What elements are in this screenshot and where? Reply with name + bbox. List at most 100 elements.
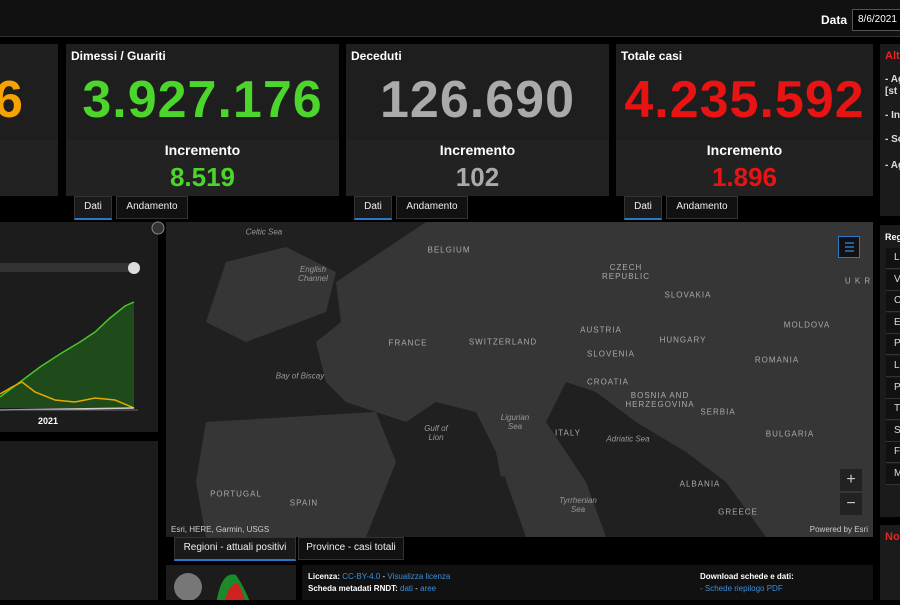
map-base	[196, 222, 873, 537]
panel	[0, 441, 158, 600]
map-label: CZECH REPUBLIC	[601, 263, 650, 281]
map[interactable]: Celtic Sea English Channel BELGIUM CZECH RE…	[166, 222, 873, 537]
region-item[interactable]: F	[886, 442, 900, 464]
map-label: Bay of Biscay	[275, 371, 325, 381]
line	[0, 381, 135, 409]
card-value: 4.235.592	[624, 71, 865, 129]
card-tab[interactable]: Andamento	[116, 196, 188, 219]
map-label: ALBANIA	[679, 479, 721, 489]
map-label: Celtic Sea	[245, 227, 283, 237]
region-item[interactable]: L	[886, 248, 900, 269]
card: Dimessi / Guariti 3.927.176 Incremento 8.51…	[66, 44, 339, 196]
chart-panel: 2021	[0, 222, 158, 432]
region-item[interactable]: M	[886, 464, 900, 485]
zoom-in[interactable]: +	[840, 469, 862, 491]
map-tab[interactable]: Province - casi totali	[298, 537, 404, 560]
attribution: Esri, HERE, Garmin, USGS	[171, 525, 270, 534]
card-value: 6	[0, 71, 24, 129]
map-label: BOSNIA AND HERZEGOVINA	[625, 391, 695, 409]
region-item[interactable]: S	[886, 420, 900, 442]
region-item[interactable]: P	[886, 334, 900, 356]
download-link[interactable]: - Schede riepilogo PDF	[700, 584, 783, 593]
region-item[interactable]: T	[886, 399, 900, 421]
separator: -	[415, 584, 418, 593]
map-label: Adriatic Sea	[606, 434, 650, 444]
legend-button[interactable]	[838, 236, 860, 258]
increment-label: Incremento	[164, 142, 241, 158]
regions-title: Reg	[885, 232, 900, 242]
license-link[interactable]: Visualizza licenza	[387, 572, 451, 581]
map-label: English Channel	[298, 265, 328, 283]
map-label: ITALY	[554, 428, 582, 438]
card-tab[interactable]: Dati	[624, 196, 662, 220]
map-label: HUNGARY	[659, 335, 707, 345]
card-tab[interactable]: Dati	[74, 196, 112, 220]
map-label: BULGARIA	[765, 429, 815, 439]
download-label: Download schede e dati:	[700, 572, 794, 581]
map-label: Tyrrhenian Sea	[559, 496, 597, 514]
map-label: PORTUGAL	[210, 489, 262, 499]
card: 6	[0, 44, 58, 196]
increment-label: Incremento	[439, 142, 516, 158]
map-tab[interactable]: Regioni - attuali positivi	[174, 537, 296, 561]
slider[interactable]	[0, 263, 138, 272]
line	[0, 301, 135, 398]
date-input[interactable]: 8/6/2021	[852, 9, 900, 31]
x-label: 2021	[38, 416, 59, 426]
expand-icon[interactable]	[151, 221, 165, 235]
side-item: - Ag	[885, 74, 900, 85]
map-label: MOLDOVA	[783, 320, 831, 330]
card-value: 126.690	[380, 71, 575, 129]
map-label: BELGIUM	[427, 245, 471, 255]
metadata-link[interactable]: dati	[400, 584, 413, 593]
map-label: SERBIA	[700, 407, 736, 417]
card-tab[interactable]: Andamento	[396, 196, 468, 219]
zoom-out[interactable]: −	[840, 493, 862, 515]
card-value: 3.927.176	[82, 71, 323, 129]
map-label: CROATIA	[587, 377, 629, 387]
region-item[interactable]: P	[886, 377, 900, 399]
license-link[interactable]: CC-BY-4.0	[342, 572, 381, 581]
increment: 1.896	[711, 162, 778, 192]
side-item: - In	[885, 110, 900, 121]
slider-handle[interactable]	[128, 262, 140, 274]
card-tab[interactable]: Andamento	[666, 196, 738, 219]
area	[0, 302, 134, 408]
separator: -	[382, 572, 386, 581]
card-title: Totale casi	[621, 49, 683, 63]
metadata-link[interactable]: aree	[420, 584, 437, 593]
side-item: - Ag	[885, 160, 900, 171]
top-bar	[0, 0, 900, 37]
date-label: Data	[821, 13, 848, 27]
map-label: GREECE	[718, 507, 758, 517]
card-top	[66, 44, 339, 140]
card: Deceduti 126.690 Incremento 102	[346, 44, 609, 196]
map-label: SPAIN	[289, 498, 319, 508]
trend-chart	[0, 262, 140, 411]
region-item[interactable]: L	[886, 356, 900, 377]
powered-by[interactable]: Powered by Esri	[809, 525, 868, 534]
map-label: AUSTRIA	[580, 325, 622, 335]
region-item[interactable]: V	[886, 269, 900, 291]
side-title: Alt	[885, 50, 900, 62]
license-label: Licenza:	[308, 572, 341, 581]
card-tab[interactable]: Dati	[354, 196, 392, 220]
card-top	[0, 44, 58, 140]
info-panel: Licenza: CC-BY-4.0 - Visualizza licenza …	[302, 565, 873, 600]
side-item: - So	[885, 134, 900, 145]
card-top	[346, 44, 609, 140]
card: Totale casi 4.235.592 Incremento 1.896	[616, 44, 873, 196]
region-item[interactable]: C	[886, 291, 900, 313]
increment: 8.519	[169, 162, 236, 192]
notes-panel: No	[880, 525, 900, 600]
map-label: SLOVAKIA	[664, 290, 712, 300]
card-title: Deceduti	[351, 49, 402, 63]
region-item[interactable]: E	[886, 312, 900, 334]
map-label: SLOVENIA	[586, 349, 636, 359]
card-title: Dimessi / Guariti	[71, 49, 166, 63]
map-label: Gulf of Lion	[424, 424, 448, 442]
metadata-label: Scheda metadati RNDT:	[308, 584, 398, 593]
notes-title: No	[885, 531, 900, 543]
logos	[166, 565, 296, 605]
